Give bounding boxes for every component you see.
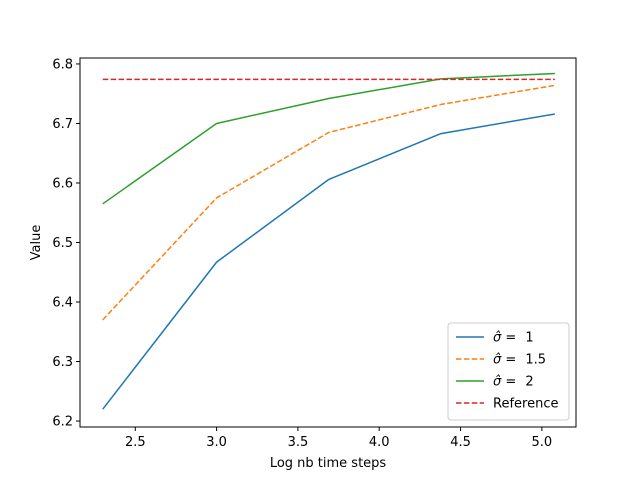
series-line-0 <box>102 113 555 410</box>
legend-entry: σ̂ = 1 <box>493 331 534 346</box>
legend-entry: σ̂ = 2 <box>493 375 534 390</box>
y-axis: 6.2 6.3 6.4 6.5 6.6 6.7 6.8 <box>52 57 80 430</box>
x-axis-label: Log nb time steps <box>270 456 387 471</box>
y-tick-label: 6.8 <box>52 57 73 72</box>
x-tick-label: 3.5 <box>288 435 309 450</box>
y-tick-label: 6.4 <box>52 296 73 311</box>
series-line-2 <box>102 72 555 205</box>
y-tick-label: 6.6 <box>52 176 73 191</box>
legend-symbol: σ̂ = <box>493 375 520 390</box>
x-tick-label: 3.0 <box>206 435 227 450</box>
y-axis-label: Value <box>29 225 44 261</box>
y-tick-label: 6.7 <box>52 117 73 132</box>
legend-box <box>447 322 570 421</box>
legend-value: 2 <box>525 375 533 390</box>
x-tick-label: 2.5 <box>125 435 146 450</box>
legend-entry: Reference <box>493 397 558 412</box>
x-axis: 2.5 3.0 3.5 4.0 4.5 5.0 <box>125 427 552 450</box>
legend-value: Reference <box>493 397 558 412</box>
legend-entry: σ̂ = 1.5 <box>493 353 546 368</box>
x-tick-label: 4.5 <box>450 435 471 450</box>
y-tick-label: 6.3 <box>52 355 73 370</box>
legend-value: 1 <box>525 331 533 346</box>
y-tick-label: 6.2 <box>52 415 73 430</box>
legend-symbol: σ̂ = <box>493 331 520 346</box>
x-tick-label: 4.0 <box>369 435 390 450</box>
series-line-1 <box>102 84 555 321</box>
legend-symbol: σ̂ = <box>493 353 520 368</box>
series-group <box>102 72 555 410</box>
y-tick-label: 6.5 <box>52 236 73 251</box>
x-tick-label: 5.0 <box>532 435 553 450</box>
legend-value: 1.5 <box>525 353 546 368</box>
